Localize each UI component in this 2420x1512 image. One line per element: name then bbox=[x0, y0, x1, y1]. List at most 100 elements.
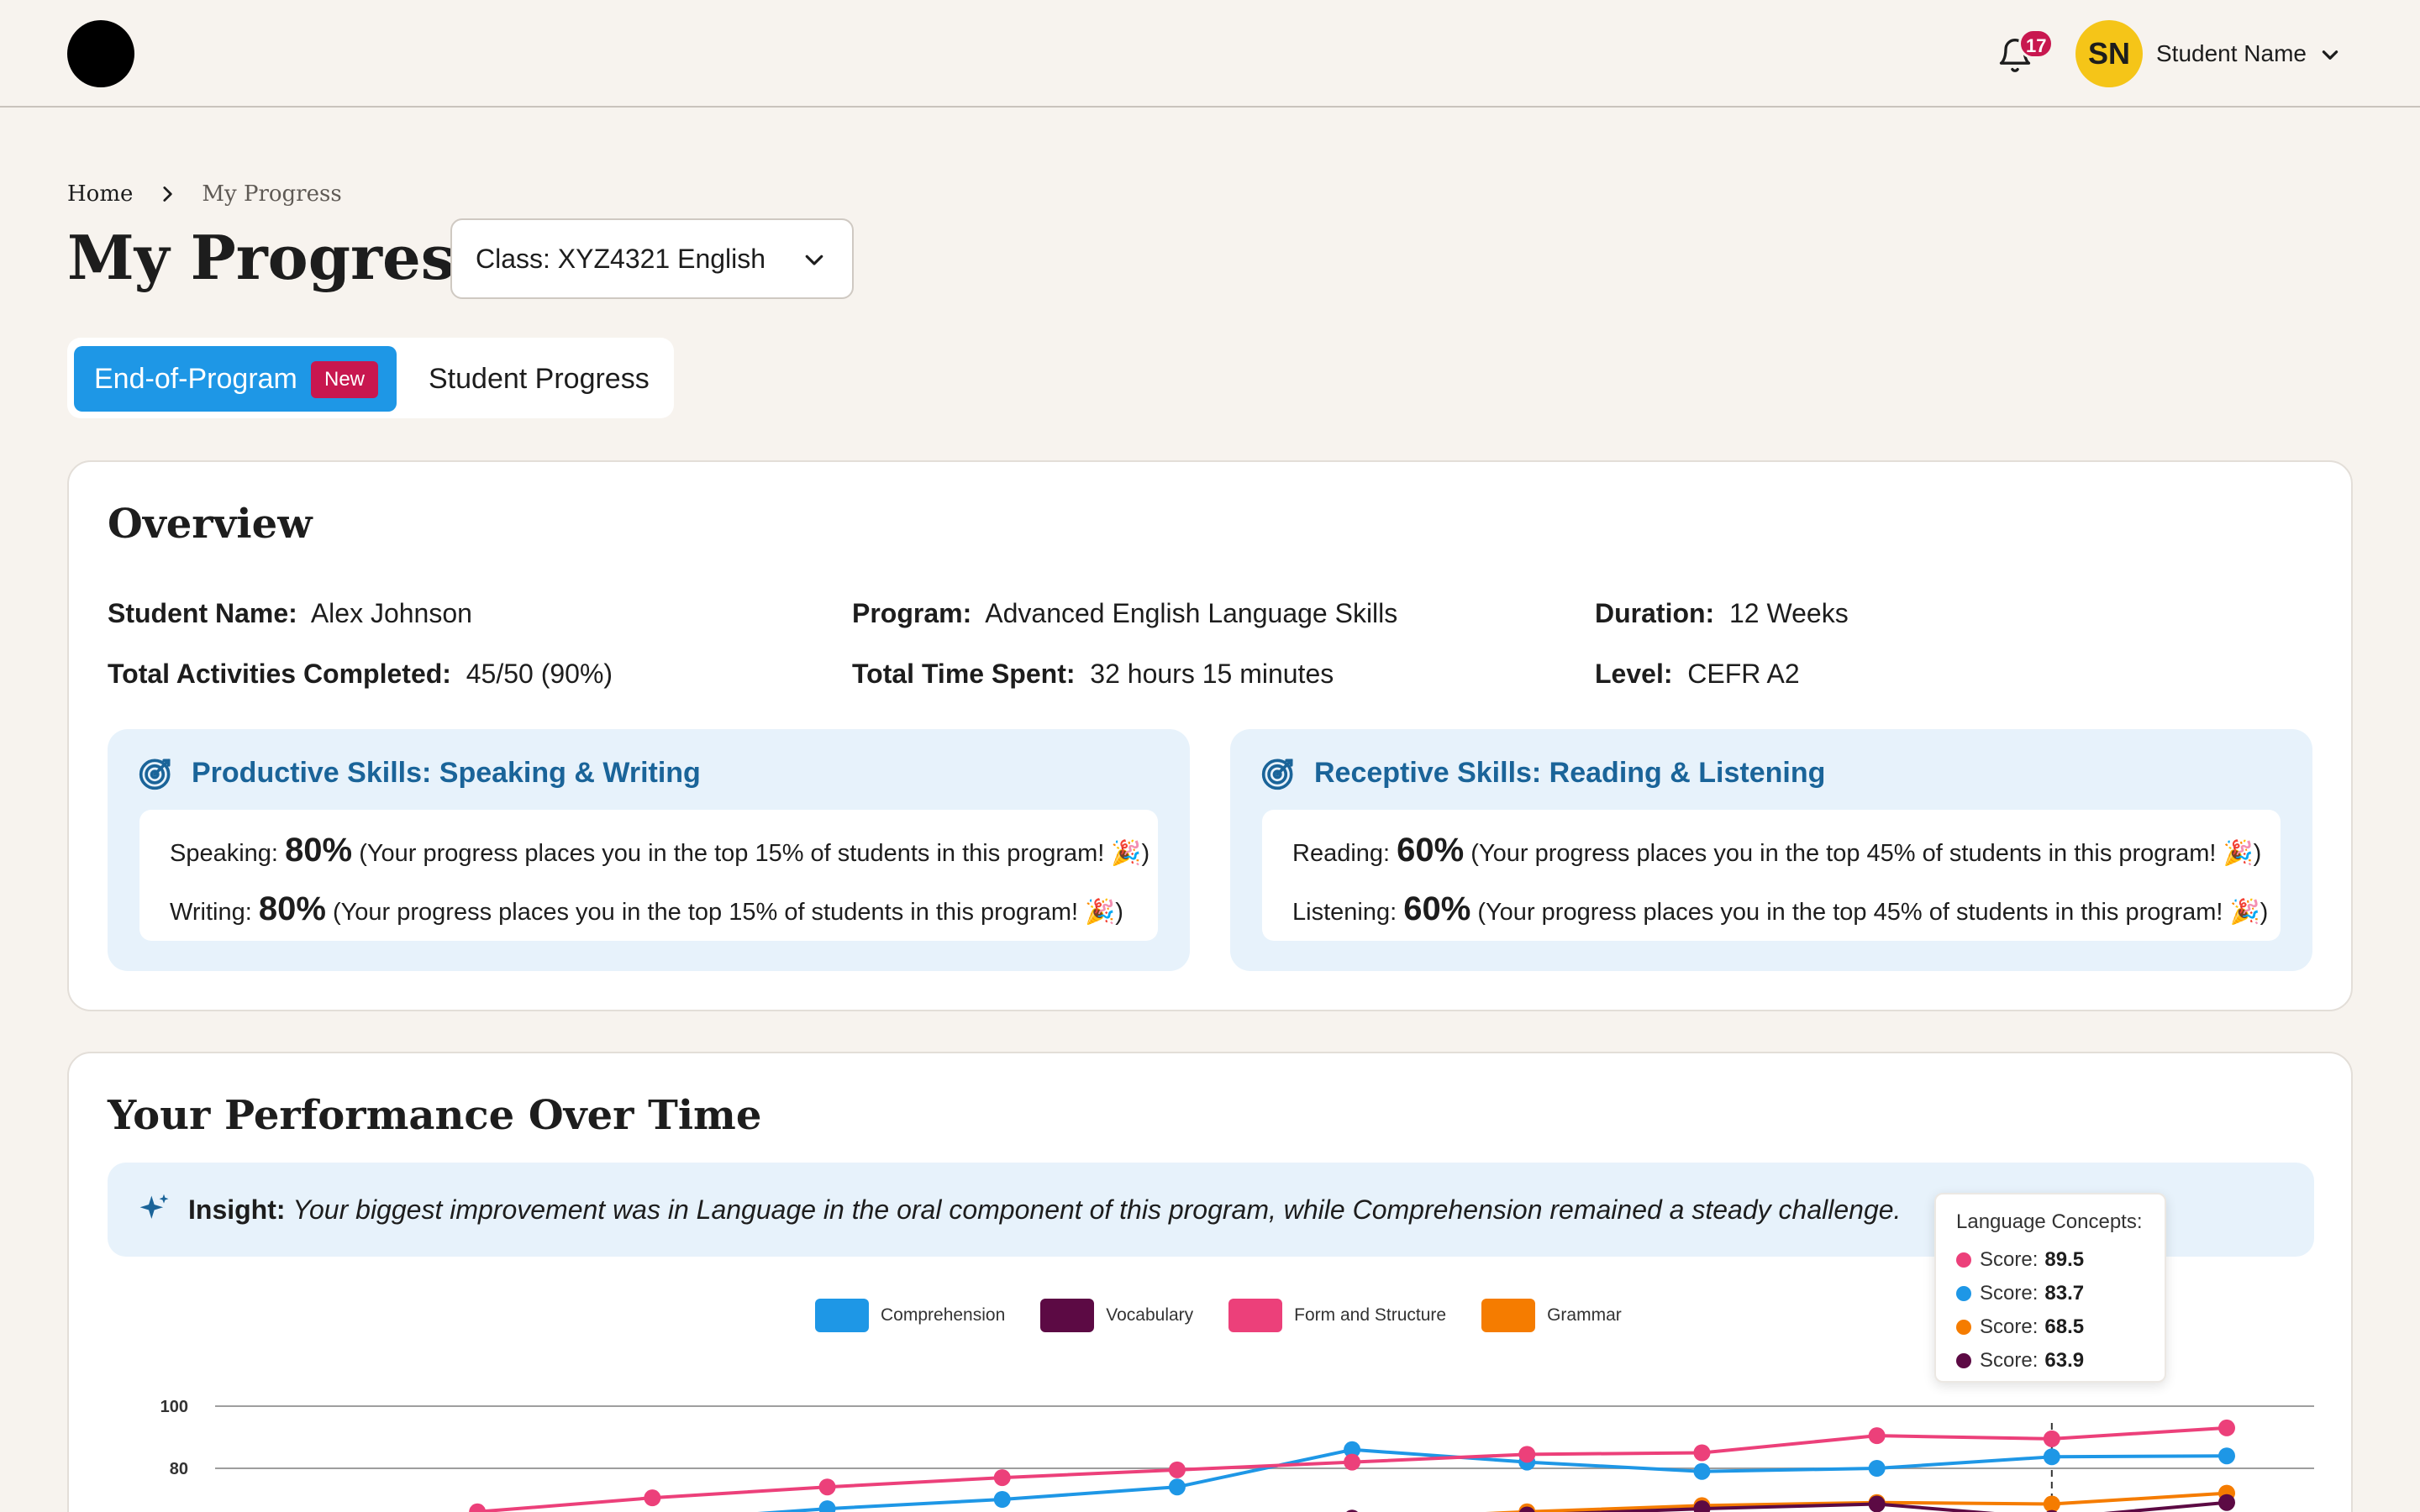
data-point bbox=[1344, 1441, 1361, 1458]
series-line-vocabulary bbox=[1562, 1500, 2228, 1512]
chart-legend: Comprehension Vocabulary Form and Struct… bbox=[815, 1299, 1657, 1332]
insight-message: Your biggest improvement was in Language… bbox=[292, 1194, 1902, 1225]
program-label: Program: bbox=[852, 598, 972, 628]
target-icon bbox=[139, 759, 171, 790]
tooltip-score-value: 63.9 bbox=[2044, 1349, 2085, 1372]
program-value: Advanced English Language Skills bbox=[985, 598, 1398, 628]
data-point bbox=[1518, 1506, 1535, 1512]
data-point bbox=[1868, 1495, 1886, 1512]
tab-end-of-program[interactable]: End-of-Program New bbox=[74, 346, 397, 412]
tooltip-score-value: 89.5 bbox=[2044, 1248, 2085, 1271]
insight-text: Insight: Your biggest improvement was in… bbox=[188, 1191, 1901, 1228]
speaking-percent: 80% bbox=[285, 832, 353, 869]
tab-student-progress[interactable]: Student Progress bbox=[429, 363, 650, 395]
tooltip-dot bbox=[1956, 1353, 1971, 1368]
y-tick-label: 100 bbox=[160, 1398, 188, 1416]
writing-label: Writing: bbox=[170, 899, 252, 926]
tooltip-score-value: 83.7 bbox=[2044, 1282, 2085, 1305]
data-point bbox=[1693, 1462, 1711, 1480]
tooltip-dot bbox=[1956, 1252, 1971, 1268]
data-point bbox=[2218, 1494, 2235, 1511]
legend-item-vocabulary[interactable]: Vocabulary bbox=[1040, 1299, 1193, 1332]
activities-value: 45/50 (90%) bbox=[466, 659, 613, 689]
performance-line-chart: 1008060 bbox=[160, 1398, 2314, 1512]
duration-row: Duration: 12 Weeks bbox=[1595, 595, 1849, 632]
productive-skills-heading: Productive Skills: Speaking & Writing bbox=[138, 754, 701, 791]
bell-icon[interactable] bbox=[1996, 37, 2033, 74]
breadcrumb-home[interactable]: Home bbox=[67, 181, 134, 207]
tooltip-score-label: Score: bbox=[1980, 1282, 2039, 1305]
tooltip-dot bbox=[1956, 1286, 1971, 1301]
tooltip-row: Score: 68.5 bbox=[1956, 1310, 2144, 1344]
performance-title: Your Performance Over Time bbox=[108, 1092, 762, 1139]
user-name[interactable]: Student Name bbox=[2156, 40, 2307, 66]
overview-title: Overview bbox=[108, 501, 313, 548]
receptive-skills-heading: Receptive Skills: Reading & Listening bbox=[1260, 754, 1825, 791]
activities-row: Total Activities Completed: 45/50 (90%) bbox=[108, 655, 613, 692]
chevron-down-icon[interactable] bbox=[2319, 44, 2341, 66]
legend-item-comprehension[interactable]: Comprehension bbox=[815, 1299, 1005, 1332]
tooltip-row: Score: 63.9 bbox=[1956, 1344, 2144, 1378]
duration-value: 12 Weeks bbox=[1728, 598, 1849, 628]
logo[interactable] bbox=[67, 20, 134, 87]
receptive-skills-box: Receptive Skills: Reading & Listening Re… bbox=[1230, 729, 2312, 971]
tooltip-score-label: Score: bbox=[1980, 1349, 2039, 1372]
chart-tooltip: Language Concepts: Score: 89.5 Score: 83… bbox=[1934, 1193, 2166, 1383]
data-point bbox=[1344, 1453, 1361, 1471]
tooltip-score-label: Score: bbox=[1980, 1248, 2039, 1271]
data-point bbox=[644, 1489, 661, 1507]
receptive-skills-title: Receptive Skills: Reading & Listening bbox=[1314, 756, 1826, 789]
speaking-line: Speaking: 80% (Your progress places you … bbox=[170, 832, 1150, 872]
y-tick-label: 80 bbox=[170, 1460, 188, 1478]
new-badge: New bbox=[311, 361, 379, 398]
data-point bbox=[818, 1478, 836, 1496]
legend-label: Comprehension bbox=[881, 1305, 1006, 1325]
data-point bbox=[469, 1503, 487, 1512]
level-value: CEFR A2 bbox=[1687, 659, 1800, 689]
tab-bar: End-of-Program New Student Progress bbox=[67, 338, 674, 418]
tooltip-row: Score: 89.5 bbox=[1956, 1243, 2144, 1277]
data-point bbox=[1868, 1460, 1886, 1477]
listening-label: Listening: bbox=[1292, 899, 1397, 926]
data-point bbox=[2218, 1419, 2235, 1436]
legend-label: Vocabulary bbox=[1106, 1305, 1194, 1325]
class-select[interactable]: Class: XYZ4321 English bbox=[450, 218, 854, 299]
series-line-form-and-structure bbox=[471, 1425, 2228, 1512]
level-label: Level: bbox=[1595, 659, 1673, 689]
legend-swatch bbox=[1228, 1299, 1283, 1332]
student-name-row: Student Name: Alex Johnson bbox=[108, 595, 472, 632]
legend-item-grammar[interactable]: Grammar bbox=[1481, 1299, 1622, 1332]
legend-swatch bbox=[815, 1299, 869, 1332]
data-point bbox=[2043, 1430, 2060, 1447]
student-name-value: Alex Johnson bbox=[310, 598, 472, 628]
page-title: My Progress bbox=[67, 222, 489, 293]
legend-item-form-and-structure[interactable]: Form and Structure bbox=[1228, 1299, 1446, 1332]
writing-percent: 80% bbox=[258, 890, 326, 927]
data-point bbox=[1168, 1478, 1186, 1496]
time-value: 32 hours 15 minutes bbox=[1090, 659, 1334, 689]
overview-card: Overview Student Name: Alex Johnson Prog… bbox=[67, 460, 2353, 1011]
chevron-right-icon bbox=[163, 186, 173, 202]
level-row: Level: CEFR A2 bbox=[1595, 655, 1800, 692]
chevron-down-icon bbox=[805, 255, 823, 265]
notification-badge: 17 bbox=[2018, 29, 2054, 59]
legend-swatch bbox=[1481, 1299, 1536, 1332]
data-point bbox=[993, 1491, 1011, 1508]
avatar[interactable]: SN bbox=[2075, 20, 2143, 87]
tooltip-score-value: 68.5 bbox=[2044, 1315, 2085, 1338]
reading-line: Reading: 60% (Your progress places you i… bbox=[1292, 832, 2261, 872]
reading-label: Reading: bbox=[1292, 840, 1391, 867]
listening-percent: 60% bbox=[1403, 890, 1471, 927]
insight-label: Insight: bbox=[188, 1194, 286, 1225]
data-point bbox=[1518, 1446, 1536, 1463]
sparkle-icon bbox=[139, 1194, 169, 1219]
reading-note: (Your progress places you in the top 45%… bbox=[1470, 840, 2262, 867]
time-row: Total Time Spent: 32 hours 15 minutes bbox=[852, 655, 1334, 692]
tooltip-row: Score: 83.7 bbox=[1956, 1277, 2144, 1310]
tooltip-score-label: Score: bbox=[1980, 1315, 2039, 1338]
target-icon bbox=[1261, 759, 1293, 790]
student-name-label: Student Name: bbox=[108, 598, 297, 628]
productive-skills-box: Productive Skills: Speaking & Writing Sp… bbox=[108, 729, 1190, 971]
duration-label: Duration: bbox=[1595, 598, 1715, 628]
receptive-skills-detail: Reading: 60% (Your progress places you i… bbox=[1262, 810, 2281, 941]
